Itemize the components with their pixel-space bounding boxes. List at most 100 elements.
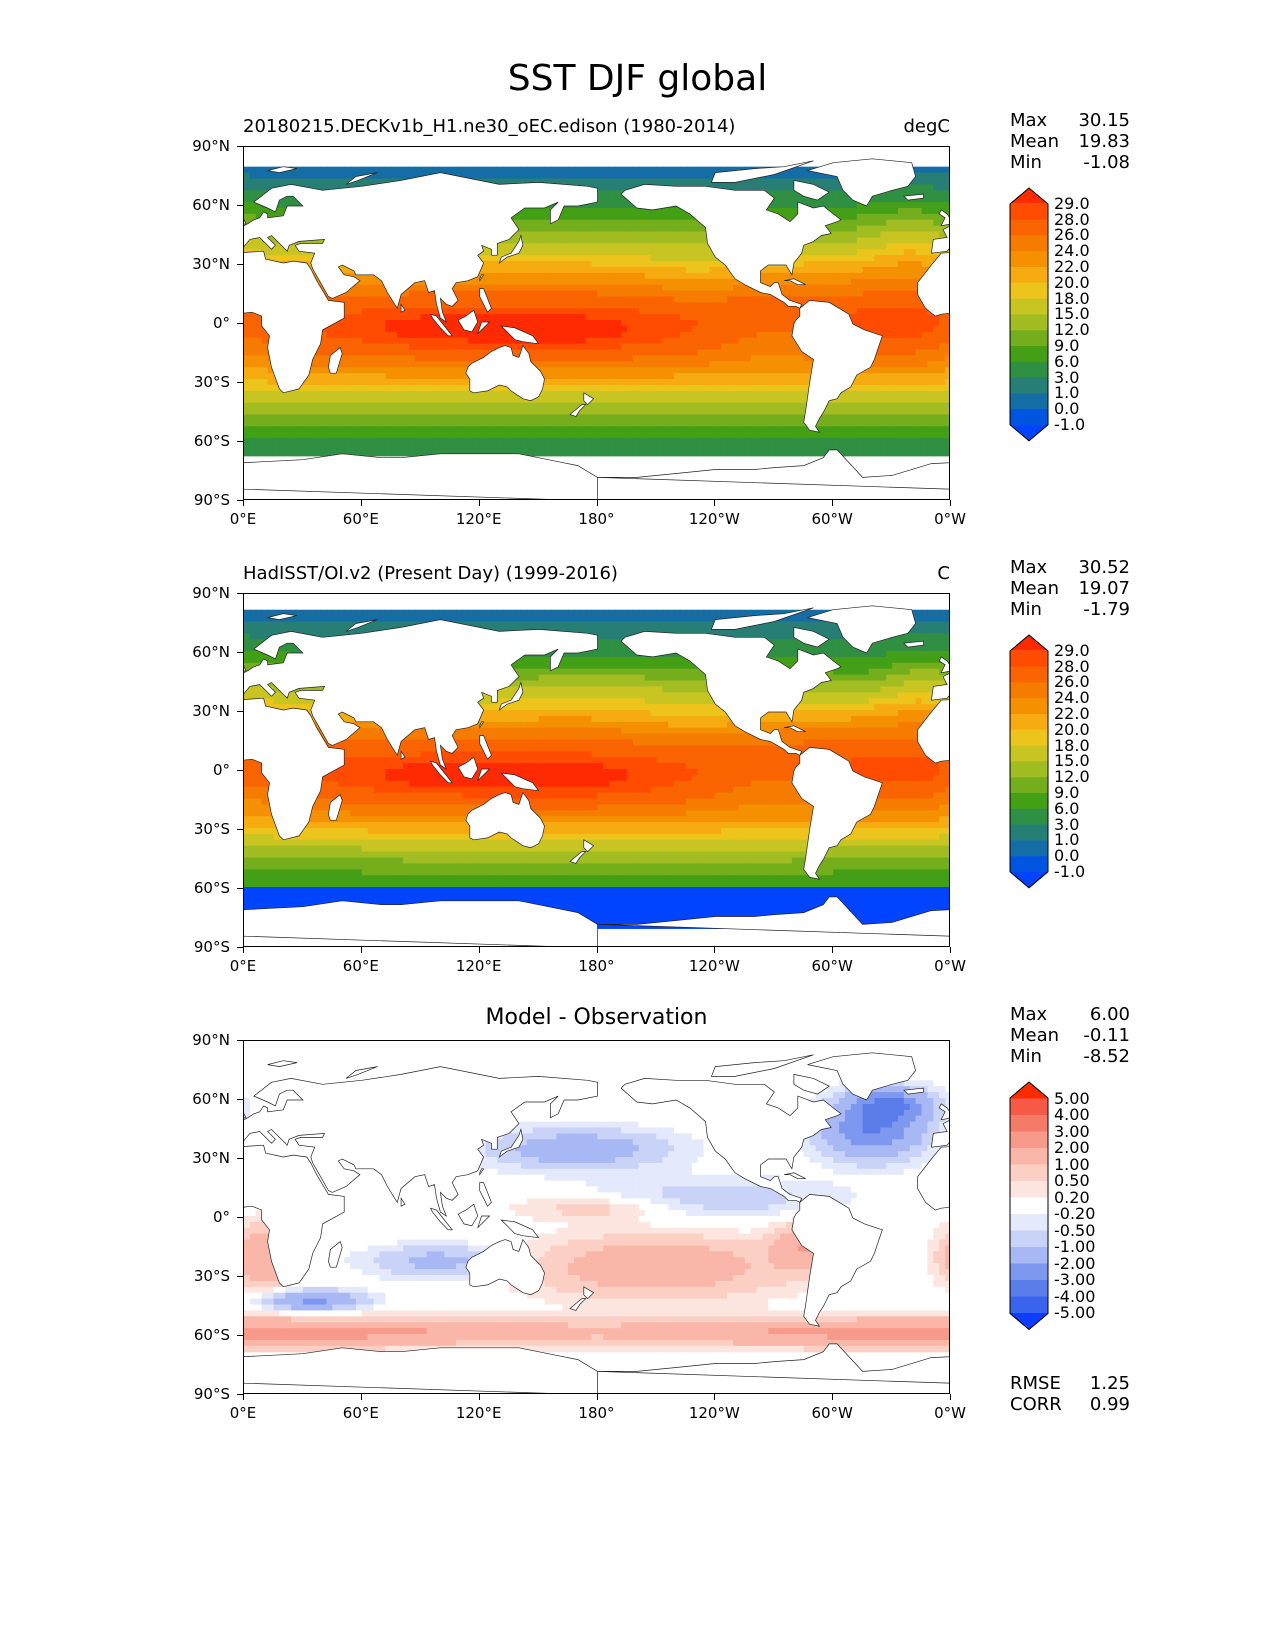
field-cell bbox=[650, 325, 658, 333]
field-cell bbox=[685, 373, 693, 380]
field-cell bbox=[609, 320, 616, 327]
field-cell bbox=[255, 367, 263, 374]
field-cell bbox=[438, 402, 445, 410]
field-cell bbox=[880, 390, 887, 398]
field-cell bbox=[786, 349, 793, 357]
field-cell bbox=[733, 361, 740, 368]
field-cell bbox=[621, 266, 628, 274]
field-cell bbox=[509, 178, 516, 185]
field-cell bbox=[538, 308, 546, 315]
field-cell bbox=[544, 278, 551, 286]
field-cell bbox=[939, 361, 946, 368]
field-cell bbox=[344, 302, 351, 309]
field-cell bbox=[568, 331, 575, 339]
field-cell bbox=[650, 278, 658, 286]
field-cell bbox=[350, 284, 357, 292]
field-cell bbox=[839, 202, 846, 209]
field-cell bbox=[721, 343, 728, 351]
field-cell bbox=[591, 243, 599, 250]
field-cell bbox=[538, 355, 546, 362]
field-cell bbox=[886, 237, 893, 244]
field-cell bbox=[255, 355, 263, 362]
field-cell bbox=[862, 384, 870, 392]
field-cell bbox=[827, 178, 834, 185]
field-cell bbox=[485, 255, 493, 262]
field-cell bbox=[632, 331, 640, 339]
field-cell bbox=[791, 207, 799, 215]
field-cell bbox=[915, 296, 923, 303]
field-cell bbox=[332, 396, 339, 404]
field-cell bbox=[556, 337, 563, 345]
field-cell bbox=[668, 243, 675, 250]
field-cell bbox=[733, 296, 740, 303]
field-cell bbox=[568, 361, 575, 368]
field-cell bbox=[556, 172, 563, 180]
field-cell bbox=[915, 272, 923, 280]
field-cell bbox=[679, 314, 687, 321]
field-cell bbox=[892, 249, 899, 256]
field-cell bbox=[662, 213, 669, 221]
field-cell bbox=[709, 331, 716, 339]
field-cell bbox=[562, 302, 569, 309]
field-cell bbox=[538, 296, 546, 303]
field-cell bbox=[568, 343, 575, 351]
field-cell bbox=[638, 255, 646, 262]
field-cell bbox=[691, 237, 699, 244]
field-cell bbox=[939, 379, 946, 386]
field-cell bbox=[485, 261, 493, 268]
field-cell bbox=[933, 202, 940, 209]
field-cell bbox=[562, 331, 569, 339]
field-cell bbox=[344, 337, 351, 345]
field-cell bbox=[650, 379, 658, 386]
field-cell bbox=[350, 290, 357, 298]
field-cell bbox=[526, 408, 534, 416]
field-cell bbox=[391, 402, 398, 410]
field-cell bbox=[479, 243, 487, 250]
field-cell bbox=[880, 207, 887, 215]
field-cell bbox=[426, 325, 434, 333]
field-cell bbox=[515, 237, 522, 244]
field-cell bbox=[367, 408, 375, 416]
field-cell bbox=[520, 255, 528, 262]
field-cell bbox=[432, 396, 440, 404]
field-cell bbox=[844, 261, 852, 268]
field-cell bbox=[856, 278, 864, 286]
field-cell bbox=[886, 231, 893, 239]
field-cell bbox=[715, 261, 722, 268]
field-cell bbox=[320, 379, 328, 386]
field-cell bbox=[850, 213, 858, 221]
field-cell bbox=[939, 373, 946, 380]
field-cell bbox=[497, 266, 504, 274]
field-cell bbox=[450, 361, 457, 368]
field-cell bbox=[862, 213, 870, 221]
field-cell bbox=[939, 231, 946, 239]
field-cell bbox=[744, 314, 752, 321]
field-cell bbox=[302, 402, 310, 410]
field-cell bbox=[839, 225, 846, 233]
field-cell bbox=[821, 249, 828, 256]
field-cell bbox=[314, 408, 322, 416]
field-cell bbox=[827, 272, 834, 280]
field-cell bbox=[903, 249, 911, 256]
field-cell bbox=[621, 331, 628, 339]
field-cell bbox=[933, 196, 940, 203]
field-cell bbox=[609, 396, 616, 404]
field-cell bbox=[715, 343, 722, 351]
field-cell bbox=[261, 172, 269, 180]
field-cell bbox=[868, 373, 876, 380]
field-cell bbox=[927, 178, 934, 185]
field-cell bbox=[573, 367, 581, 374]
field-cell bbox=[626, 379, 634, 386]
field-cell bbox=[285, 202, 292, 209]
field-cell bbox=[621, 373, 628, 380]
field-cell bbox=[915, 343, 923, 351]
field-cell bbox=[880, 261, 887, 268]
field-cell bbox=[674, 373, 681, 380]
field-cell bbox=[568, 166, 575, 174]
field-cell bbox=[573, 207, 581, 215]
field-cell bbox=[650, 402, 658, 410]
field-cell bbox=[703, 361, 711, 368]
field-cell bbox=[603, 331, 610, 339]
field-cell bbox=[538, 237, 546, 244]
field-cell bbox=[679, 302, 687, 309]
